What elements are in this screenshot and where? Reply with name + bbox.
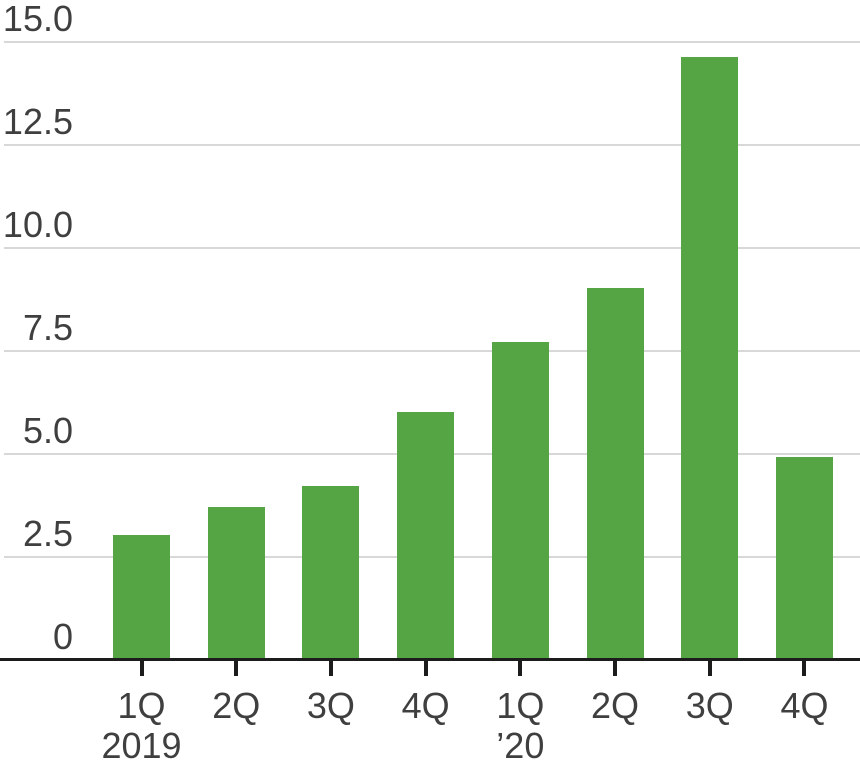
y-tick-label: 12.5 xyxy=(2,101,73,142)
bar-6 xyxy=(586,288,644,659)
y-gridline xyxy=(4,41,860,43)
y-tick-label: 2.5 xyxy=(22,513,73,554)
x-tick-label: 3Q xyxy=(685,685,734,726)
x-year-label: ’20 xyxy=(496,725,545,764)
bar-5 xyxy=(491,341,549,659)
y-tick-label: 15.0 xyxy=(2,0,73,39)
bar-7 xyxy=(681,57,739,659)
y-tick-label: 10.0 xyxy=(2,204,73,245)
x-axis-line xyxy=(0,658,860,661)
y-tick-label: 0 xyxy=(52,616,73,657)
y-tick-label: 7.5 xyxy=(22,307,73,348)
x-tick xyxy=(518,661,523,676)
bar-3 xyxy=(302,485,360,659)
y-gridline xyxy=(4,247,860,249)
x-tick xyxy=(328,661,333,676)
x-tick-label: 1Q xyxy=(496,685,545,726)
bar-4 xyxy=(397,411,455,659)
x-year-label: 2019 xyxy=(101,725,182,764)
x-tick-label: 3Q xyxy=(306,685,355,726)
y-gridline xyxy=(4,350,860,352)
bar-1 xyxy=(113,535,170,659)
x-tick-label: 1Q xyxy=(117,685,166,726)
x-tick-label: 4Q xyxy=(401,685,450,726)
x-tick xyxy=(802,661,807,676)
bar-2 xyxy=(207,506,265,659)
y-gridline xyxy=(4,144,860,146)
x-tick xyxy=(613,661,618,676)
y-tick-label: 5.0 xyxy=(22,410,73,451)
x-tick xyxy=(707,661,712,676)
x-tick-label: 4Q xyxy=(780,685,829,726)
x-tick-label: 2Q xyxy=(212,685,261,726)
x-tick xyxy=(139,661,144,676)
x-tick-label: 2Q xyxy=(591,685,640,726)
x-tick xyxy=(423,661,428,676)
bar-8 xyxy=(775,457,833,659)
x-tick xyxy=(234,661,239,676)
